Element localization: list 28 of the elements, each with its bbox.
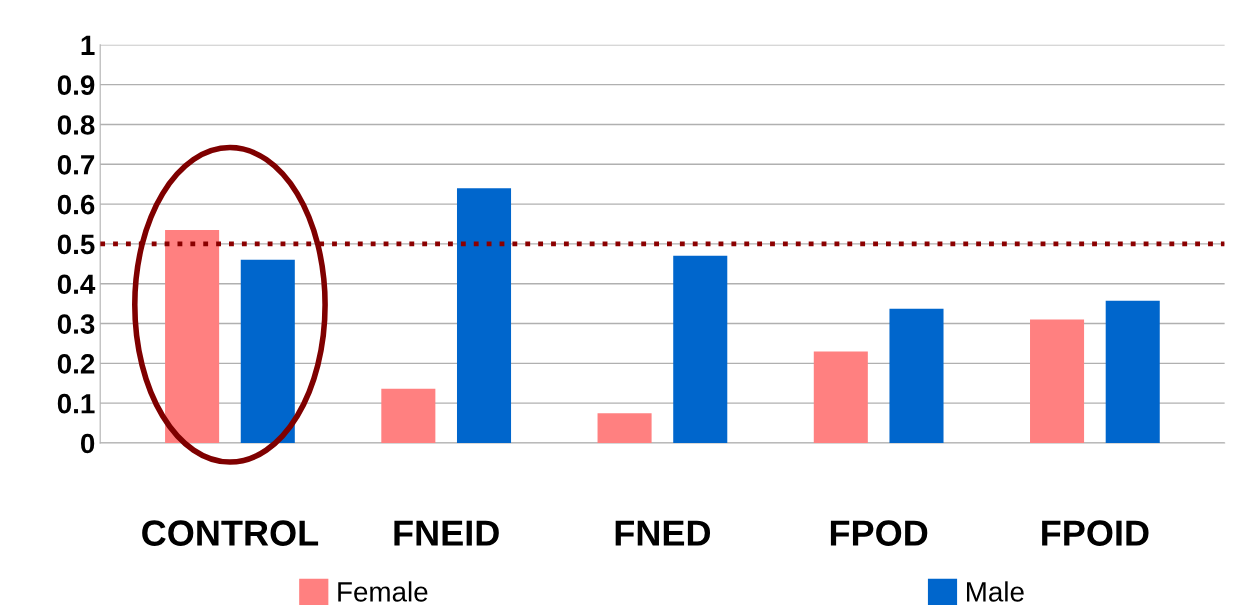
x-tick-label: FPOD: [830, 520, 928, 546]
y-tick-label: 0.1: [57, 393, 95, 414]
y-tick-label: 1: [81, 35, 95, 55]
bar: [456, 188, 512, 443]
x-tick-label: CONTROL: [142, 520, 319, 546]
y-tick-label: 0.9: [57, 75, 95, 95]
bar: [381, 388, 436, 443]
x-tick-label: FNEID: [394, 520, 499, 546]
bar: [673, 255, 728, 443]
bar: [597, 413, 652, 443]
x-tick-label: FPOID: [1042, 520, 1149, 546]
y-tick-label: 0.2: [57, 354, 95, 374]
x-tick-label: FNED: [615, 520, 711, 546]
bar: [1030, 319, 1085, 443]
bar: [1105, 300, 1160, 443]
legend-label: Female: [338, 581, 428, 602]
bar: [813, 351, 868, 443]
bar: [240, 259, 295, 443]
y-tick-label: 0.6: [57, 194, 95, 215]
legend-label: Male: [967, 581, 1024, 602]
y-tick-label: 0: [80, 433, 95, 454]
y-tick-label: 0.3: [57, 314, 95, 334]
y-tick-label: 0.8: [57, 115, 95, 135]
bar: [165, 229, 220, 443]
y-tick-label: 0.5: [57, 234, 95, 255]
bar: [889, 308, 944, 443]
y-tick-label: 0.7: [57, 154, 95, 175]
y-tick-label: 0.4: [57, 274, 96, 295]
